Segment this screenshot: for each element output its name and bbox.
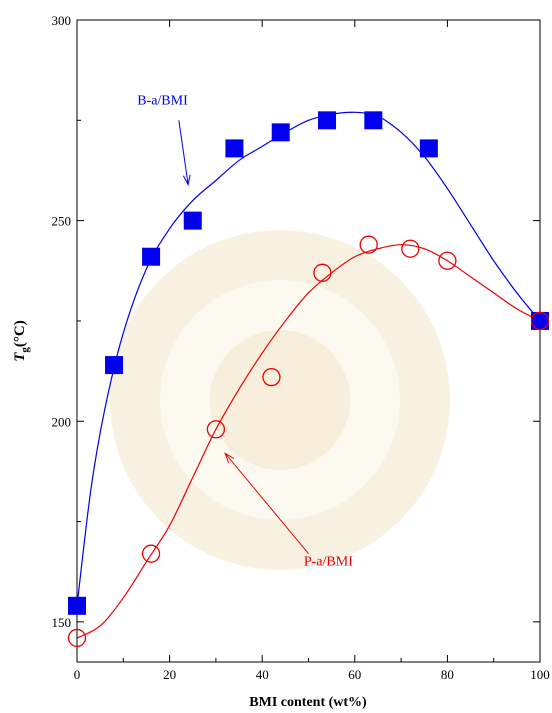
data-point-circle: [438, 251, 457, 270]
annotations: B-a/BMI P-a/BMI: [137, 93, 353, 569]
x-tick-label: 20: [163, 667, 176, 682]
data-point-square: [271, 123, 290, 142]
y-tick-label: 300: [52, 13, 72, 28]
x-tick-label: 60: [348, 667, 361, 682]
data-point-circle: [67, 628, 87, 648]
data-point-circle: [401, 239, 420, 258]
fit-line-series-2: [76, 244, 541, 639]
data-point-square: [364, 111, 383, 130]
data-point-square: [68, 596, 86, 615]
y-axis-label-symbol: T: [12, 352, 28, 362]
y-axis-label: Tg(°C): [12, 320, 31, 362]
annotation-label: B-a/BMI: [137, 93, 188, 108]
data-point-circle: [359, 235, 378, 254]
x-tick-label: 40: [256, 667, 269, 682]
data-point-square: [142, 247, 161, 266]
data-point-square: [183, 211, 202, 230]
annotation-arrow-line: [178, 120, 189, 185]
y-axis-label-unit: (°C): [12, 320, 28, 347]
data-point-circle: [313, 263, 332, 282]
data-point-square: [318, 111, 337, 130]
svg-text:Tg(°C): Tg(°C): [12, 320, 31, 362]
data-point-square: [531, 311, 549, 330]
annotation-label: P-a/BMI: [304, 555, 353, 570]
y-axis-label-subscript: g: [19, 347, 31, 353]
data-point-circle: [206, 420, 226, 439]
x-axis-label: BMI content (wt%): [249, 695, 367, 710]
x-axis-ticks: 0 20 40 60 80 100: [74, 20, 550, 682]
y-tick-label: 200: [52, 414, 72, 429]
watermark-seal: [110, 230, 450, 570]
x-tick-label: 100: [530, 667, 550, 682]
data-point-square: [419, 139, 438, 158]
data-point-circle: [530, 311, 550, 331]
annotation-arrow-head: [224, 452, 235, 463]
y-tick-label: 150: [52, 615, 72, 630]
data-point-square: [105, 356, 124, 375]
data-point-circle: [141, 544, 161, 563]
annotation-arrow-head: [182, 174, 191, 186]
data-point-square: [225, 139, 244, 158]
annotation-arrow-line: [224, 453, 309, 554]
data-markers: [67, 111, 550, 648]
y-axis-ticks: 150 200 250 300: [52, 13, 540, 630]
x-tick-label: 0: [74, 667, 81, 682]
y-tick-label: 250: [52, 214, 72, 229]
x-tick-label: 80: [441, 667, 454, 682]
data-point-circle: [262, 367, 281, 387]
